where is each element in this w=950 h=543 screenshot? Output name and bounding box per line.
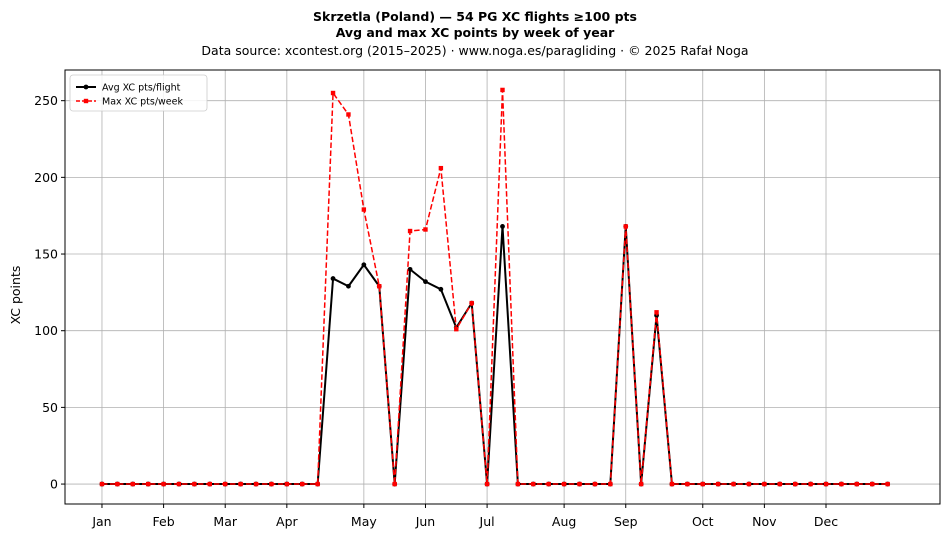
x-tick-label: Dec	[814, 514, 838, 529]
series-layer	[99, 87, 891, 487]
point-max	[284, 481, 290, 487]
point-max	[623, 224, 628, 229]
point-max	[454, 326, 459, 332]
point-max	[808, 481, 813, 487]
y-tick-label: 200	[34, 170, 58, 185]
point-max	[577, 481, 582, 487]
point-avg	[361, 262, 367, 268]
point-max	[223, 481, 228, 487]
point-max	[300, 481, 305, 487]
point-max	[238, 481, 243, 487]
point-avg	[346, 283, 351, 289]
tick-layer: 0 50 100 150 200 250 Jan Feb Mar Apr May Jun Jul Aug S…	[34, 93, 838, 529]
point-max	[839, 481, 844, 487]
y-tick-label: 150	[34, 247, 58, 262]
y-axis-label: XC points	[8, 266, 23, 325]
x-tick-label: Jul	[479, 514, 495, 529]
point-avg	[407, 266, 413, 272]
point-max	[207, 481, 213, 487]
point-max	[500, 87, 505, 93]
point-max	[115, 481, 120, 487]
point-avg	[330, 276, 336, 281]
point-max	[377, 284, 382, 289]
legend: Avg XC pts/flight Max XC pts/week	[69, 74, 208, 112]
legend-box	[69, 74, 208, 112]
point-max	[546, 481, 551, 487]
point-max	[423, 227, 428, 232]
point-max	[592, 481, 598, 487]
point-max	[854, 481, 860, 487]
point-max	[654, 310, 659, 315]
chart-title: Skrzetla (Poland) — 54 PG XC flights ≥10…	[313, 9, 637, 24]
point-max	[669, 481, 675, 487]
x-tick-label: Mar	[213, 514, 237, 529]
point-max	[269, 481, 274, 487]
point-max	[515, 481, 521, 487]
point-max	[715, 481, 721, 487]
point-max	[361, 207, 367, 212]
x-tick-label: Feb	[153, 514, 175, 529]
point-avg	[438, 286, 444, 292]
point-max	[685, 481, 690, 487]
y-tick-label: 250	[34, 93, 58, 108]
point-max	[731, 481, 736, 487]
x-tick-label: Sep	[614, 514, 638, 529]
point-max	[885, 481, 890, 487]
point-max	[253, 481, 259, 487]
point-max	[469, 300, 474, 306]
point-max	[438, 165, 444, 171]
x-tick-label: May	[351, 514, 377, 529]
point-max	[130, 481, 135, 487]
plot-frame	[64, 69, 941, 505]
point-max	[484, 481, 490, 487]
point-max	[608, 481, 613, 487]
legend-marker-max	[83, 98, 89, 104]
x-tick-label: Oct	[692, 514, 714, 529]
point-max	[777, 481, 782, 487]
x-tick-label: Jun	[415, 514, 436, 529]
point-max	[176, 481, 182, 487]
point-max	[870, 481, 875, 487]
point-max	[638, 481, 644, 487]
y-tick-label: 50	[42, 400, 58, 415]
grid-layer	[65, 70, 940, 504]
series-line-max	[101, 89, 888, 485]
point-avg	[423, 279, 428, 285]
point-max	[746, 481, 752, 487]
legend-label-avg: Avg XC pts/flight	[102, 83, 181, 94]
point-max	[531, 481, 536, 487]
chart-subtitle: Data source: xcontest.org (2015–2025) · …	[201, 43, 748, 58]
x-tick-label: Nov	[752, 514, 777, 529]
x-tick-label: Jan	[91, 514, 111, 529]
x-tick-label: Aug	[552, 514, 576, 529]
y-tick-label: 100	[34, 323, 58, 338]
y-tick-label: 0	[50, 477, 58, 492]
point-max	[330, 90, 336, 96]
point-max	[392, 481, 397, 487]
point-max	[407, 228, 413, 234]
point-max	[792, 481, 798, 487]
point-max	[762, 481, 767, 487]
point-max	[346, 112, 351, 117]
point-max	[145, 481, 151, 487]
x-tick-label: Apr	[276, 514, 298, 529]
point-max	[161, 481, 166, 487]
point-max	[700, 481, 705, 487]
point-max	[823, 481, 829, 487]
point-max	[192, 481, 197, 487]
point-max	[99, 481, 105, 487]
series-line-avg	[101, 225, 888, 486]
point-max	[561, 481, 567, 487]
chart-title-line2: Avg and max XC points by week of year	[336, 25, 615, 40]
point-max	[315, 481, 320, 487]
legend-marker-avg	[83, 84, 89, 90]
legend-label-max: Max XC pts/week	[102, 97, 183, 108]
point-avg	[500, 224, 505, 229]
